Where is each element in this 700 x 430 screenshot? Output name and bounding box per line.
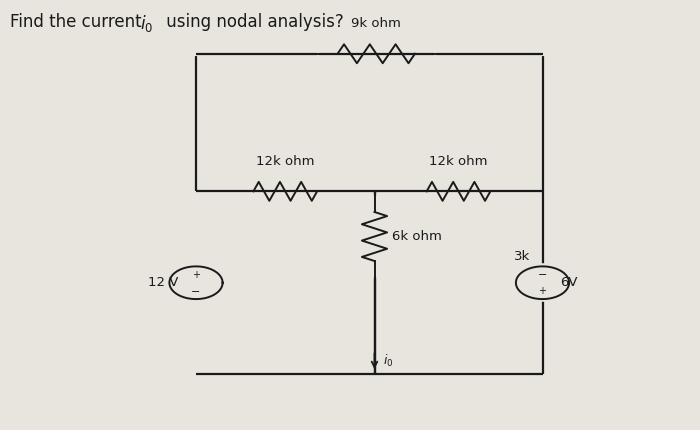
Text: 3k: 3k: [514, 250, 530, 264]
Text: +: +: [192, 270, 200, 280]
Text: 6V: 6V: [560, 276, 577, 289]
Text: 12k ohm: 12k ohm: [256, 155, 314, 168]
Text: $i_0$: $i_0$: [383, 353, 393, 369]
Text: 9k ohm: 9k ohm: [351, 17, 401, 30]
Text: 12k ohm: 12k ohm: [429, 155, 488, 168]
Text: $i_0$: $i_0$: [140, 13, 153, 34]
Text: −: −: [191, 287, 201, 297]
Text: 12 V: 12 V: [148, 276, 178, 289]
Text: Find the current: Find the current: [10, 13, 148, 31]
Text: −: −: [538, 270, 547, 280]
Text: 6k ohm: 6k ohm: [392, 230, 442, 243]
Text: +: +: [538, 286, 547, 296]
Text: using nodal analysis?: using nodal analysis?: [161, 13, 344, 31]
